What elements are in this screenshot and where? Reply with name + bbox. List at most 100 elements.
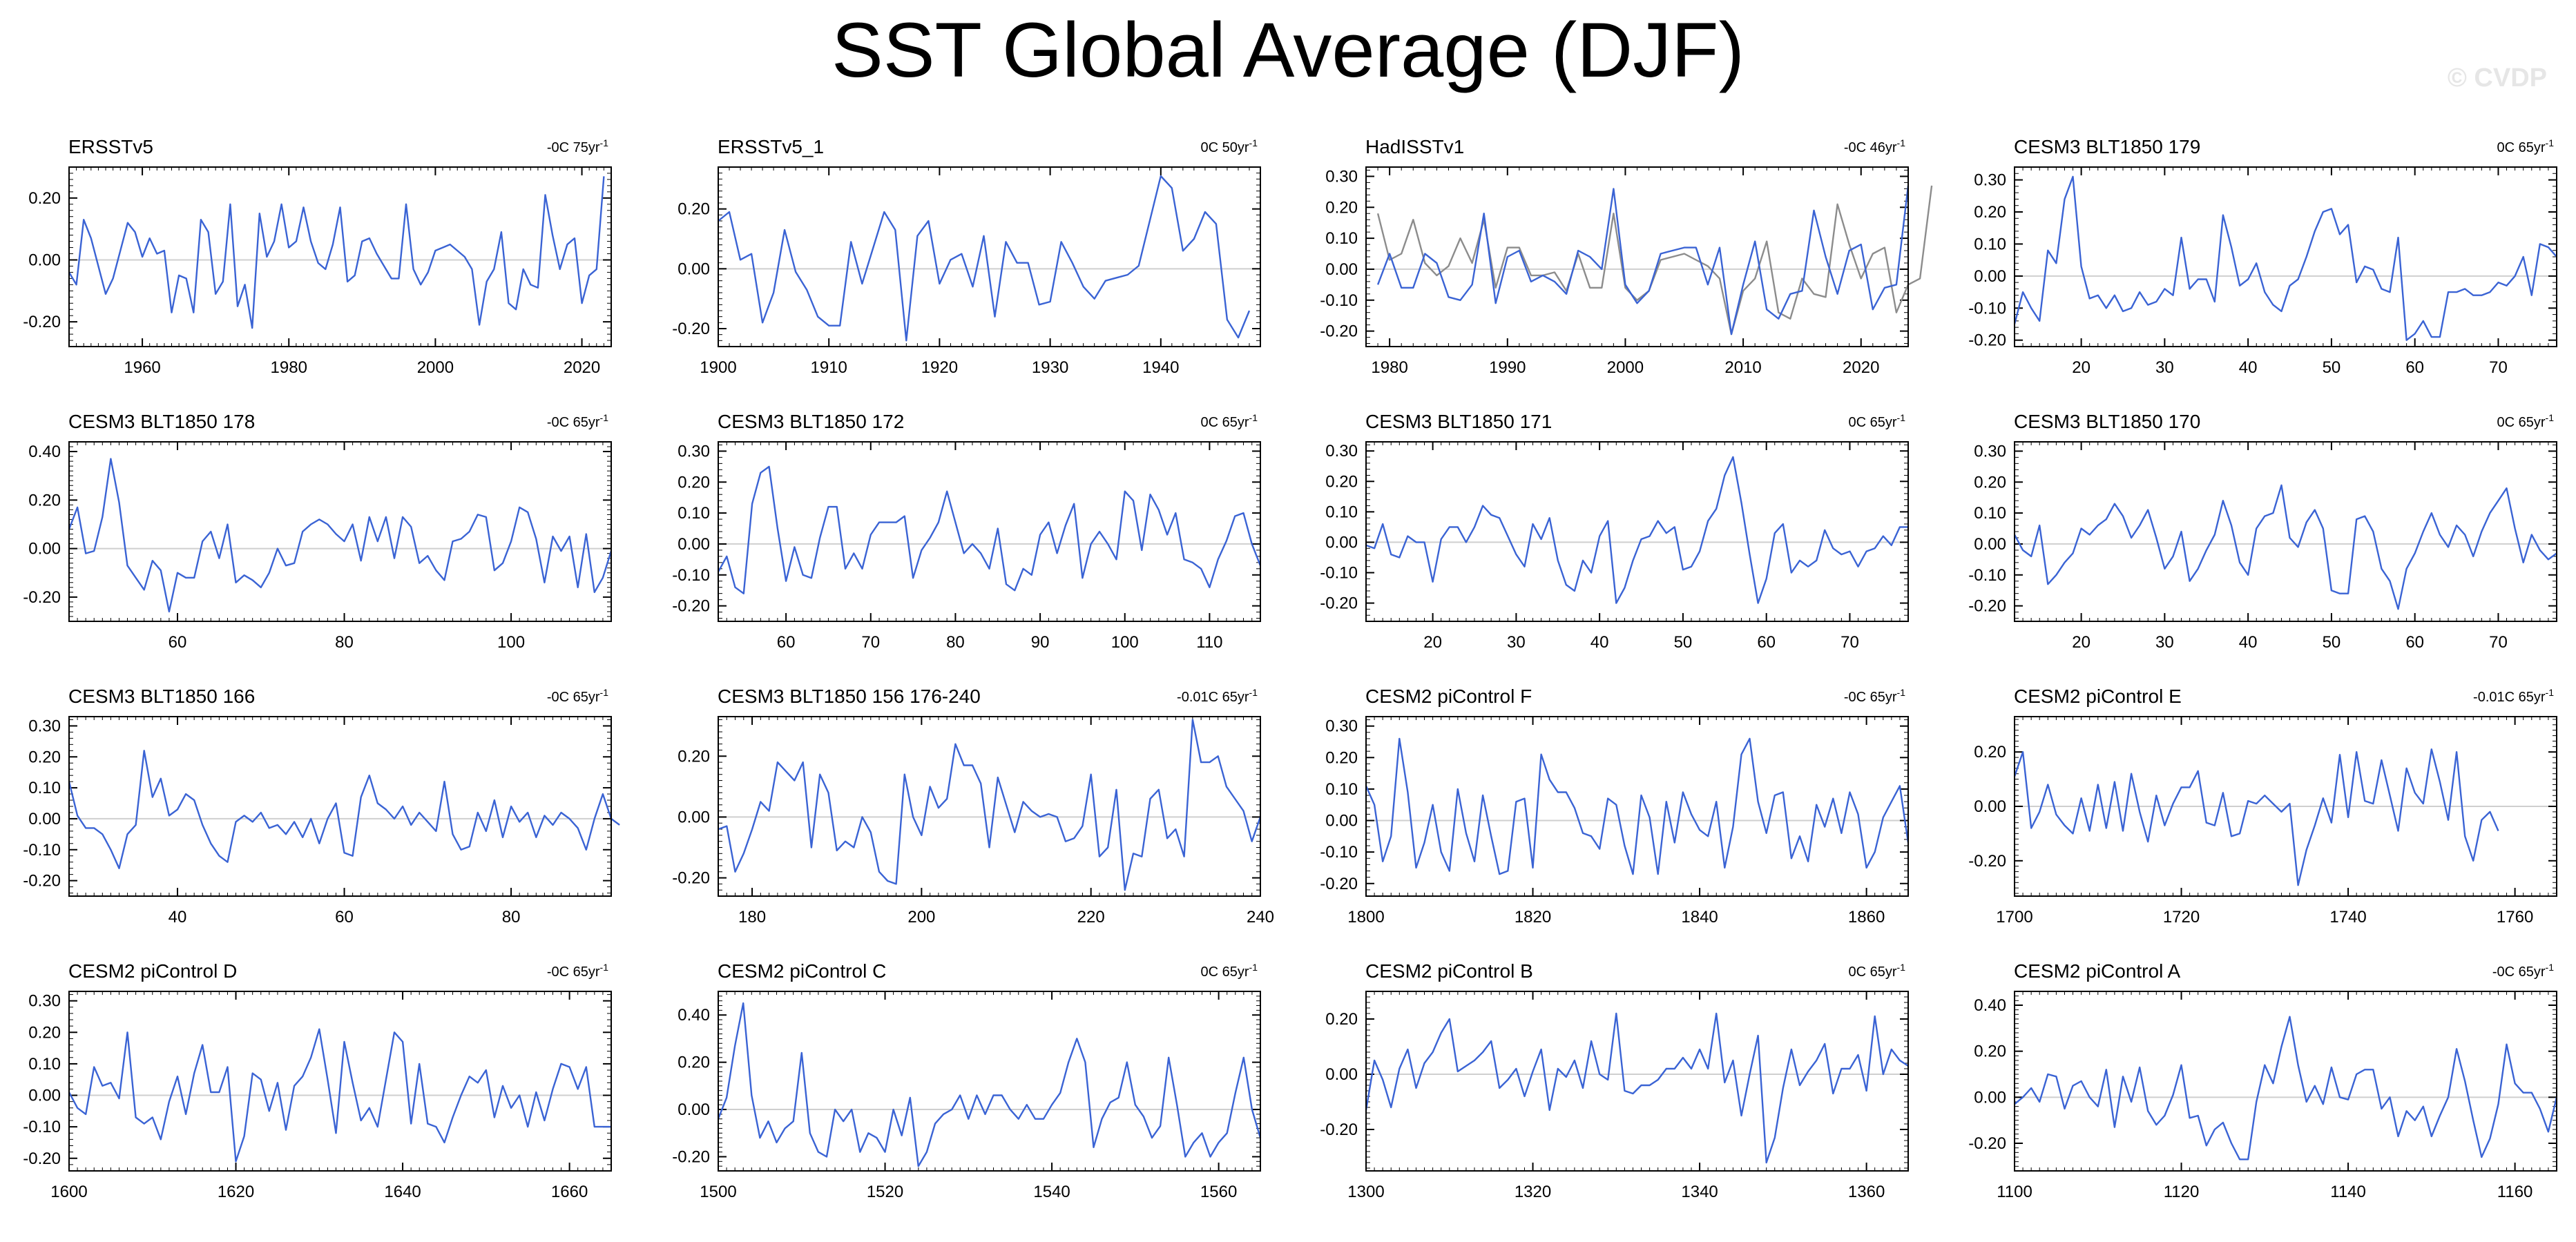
y-tick-label: 0.00 [28,251,61,269]
trend-exponent: -1 [1249,962,1258,973]
trend-label: 0C 65yr-1 [1849,962,1906,980]
x-tick-label: 80 [502,908,521,926]
y-tick-label: -0.10 [23,841,61,860]
y-tick-label: 0.30 [1325,717,1358,736]
y-tick-label: 0.20 [28,189,61,208]
x-tick-label: 1360 [1848,1183,1885,1201]
x-tick-label: 220 [1077,908,1105,926]
y-tick-label: -0.20 [1320,322,1358,341]
series-line [1376,185,1910,336]
y-tick-label: 0.00 [677,808,710,826]
chart-panel: CESM3 BLT1850 170 0C 65yr-1 20 30 40 50 60 70 -0… [1968,411,2557,652]
y-tick-label: 0.30 [1974,442,2006,460]
x-tick-label: 50 [2323,633,2341,652]
x-tick-label: 1520 [867,1183,903,1201]
x-tick-label: 80 [335,633,354,652]
x-tick-label: 2010 [1724,358,1761,377]
series-line [2013,748,2499,886]
y-tick-label: 0.10 [1325,503,1358,521]
chart-panel: HadISSTv1 -0C 46yr-1 1980 1990 2000 2010 2020 -… [1320,136,1933,377]
x-tick-label: 30 [2155,633,2174,652]
plot-frame [718,991,1261,1172]
y-tick-label: 0.00 [1974,267,2006,286]
trend-label: -0C 65yr-1 [1844,687,1905,705]
series-line [2013,175,2557,341]
y-tick-label: -0.20 [23,588,61,607]
y-tick-label: -0.10 [1320,563,1358,582]
chart-panel: CESM2 piControl C 0C 65yr-1 1500 1520 1540 15… [672,960,1262,1201]
x-tick-label: 1910 [811,358,847,377]
y-tick-label: 0.20 [1325,198,1358,217]
plot-frame [68,441,612,622]
x-tick-label: 1100 [1997,1183,2032,1201]
trend-exponent: -1 [1249,412,1258,423]
series-line [68,750,620,869]
trend-exponent: -1 [2546,137,2555,148]
x-tick-label: 110 [1196,633,1222,652]
x-tick-label: 1760 [2497,908,2533,926]
y-tick-label: 0.10 [1974,235,2006,253]
y-tick-label: -0.10 [1968,299,2006,318]
y-tick-label: 0.10 [1974,504,2006,523]
plot-frame [2014,716,2557,897]
trend-label: -0C 46yr-1 [1844,137,1905,155]
y-tick-label: -0.20 [23,872,61,891]
x-tick-label: 1740 [2329,908,2366,926]
y-tick-label: -0.10 [23,1118,61,1136]
chart-title: CESM2 piControl B [1365,960,1533,982]
plot-frame [68,991,612,1172]
chart-title: ERSSTv5_1 [718,136,824,157]
y-tick-label: -0.10 [1968,566,2006,585]
plot-frame [1365,441,1909,622]
y-tick-label: 0.20 [28,491,61,510]
x-tick-label: 1930 [1032,358,1068,377]
chart-title: HadISSTv1 [1365,136,1464,157]
trend-label: 0C 65yr-1 [2497,137,2555,155]
y-tick-label: 0.00 [677,535,710,554]
y-tick-label: 0.10 [677,504,710,523]
x-tick-label: 70 [2489,358,2508,377]
x-tick-label: 40 [2239,358,2258,377]
y-tick-label: 0.00 [28,540,61,559]
y-tick-label: 0.00 [677,260,710,278]
x-tick-label: 1340 [1681,1183,1718,1201]
chart-title: CESM3 BLT1850 178 [68,411,255,432]
x-tick-label: 60 [2405,358,2424,377]
y-tick-label: -0.20 [1968,852,2006,871]
y-tick-label: 0.30 [28,717,61,735]
trend-exponent: -1 [600,412,609,423]
trend-label: 0C 65yr-1 [2497,412,2555,430]
y-tick-label: 0.00 [1325,260,1358,279]
x-tick-label: 50 [1674,633,1693,652]
y-tick-label: -0.20 [1968,331,2006,350]
y-tick-label: -0.10 [672,566,710,585]
x-tick-label: 1140 [2330,1183,2366,1201]
plot-frame [1365,991,1909,1172]
y-tick-label: 0.00 [1325,812,1358,831]
plot-frame [718,716,1261,897]
y-tick-label: -0.20 [23,313,61,331]
x-tick-label: 1980 [271,358,307,377]
y-tick-label: -0.20 [1320,594,1358,613]
x-tick-label: 1900 [700,358,736,377]
y-tick-label: 0.20 [1325,748,1358,767]
trend-exponent: -1 [1249,137,1258,148]
plot-frame [2014,166,2557,347]
chart-panel: CESM3 BLT1850 171 0C 65yr-1 20 30 40 50 60 70 -0… [1320,411,1909,652]
x-tick-label: 50 [2323,358,2341,377]
y-tick-label: 0.20 [1974,743,2006,761]
trend-exponent: -1 [600,137,609,148]
plot-frame [2014,991,2557,1172]
y-tick-label: -0.10 [1320,843,1358,862]
x-tick-label: 90 [1031,633,1050,652]
y-tick-label: 0.10 [1325,780,1358,799]
trend-label: 0C 65yr-1 [1849,412,1906,430]
chart-title: CESM3 BLT1850 156 176-240 [718,686,981,707]
x-tick-label: 1540 [1033,1183,1070,1201]
x-tick-label: 1840 [1681,908,1718,926]
series-line [1376,185,1933,336]
trend-exponent: -1 [2546,687,2555,698]
x-tick-label: 60 [335,908,354,926]
y-tick-label: 0.10 [1325,229,1358,248]
y-tick-label: -0.20 [1320,1120,1358,1139]
